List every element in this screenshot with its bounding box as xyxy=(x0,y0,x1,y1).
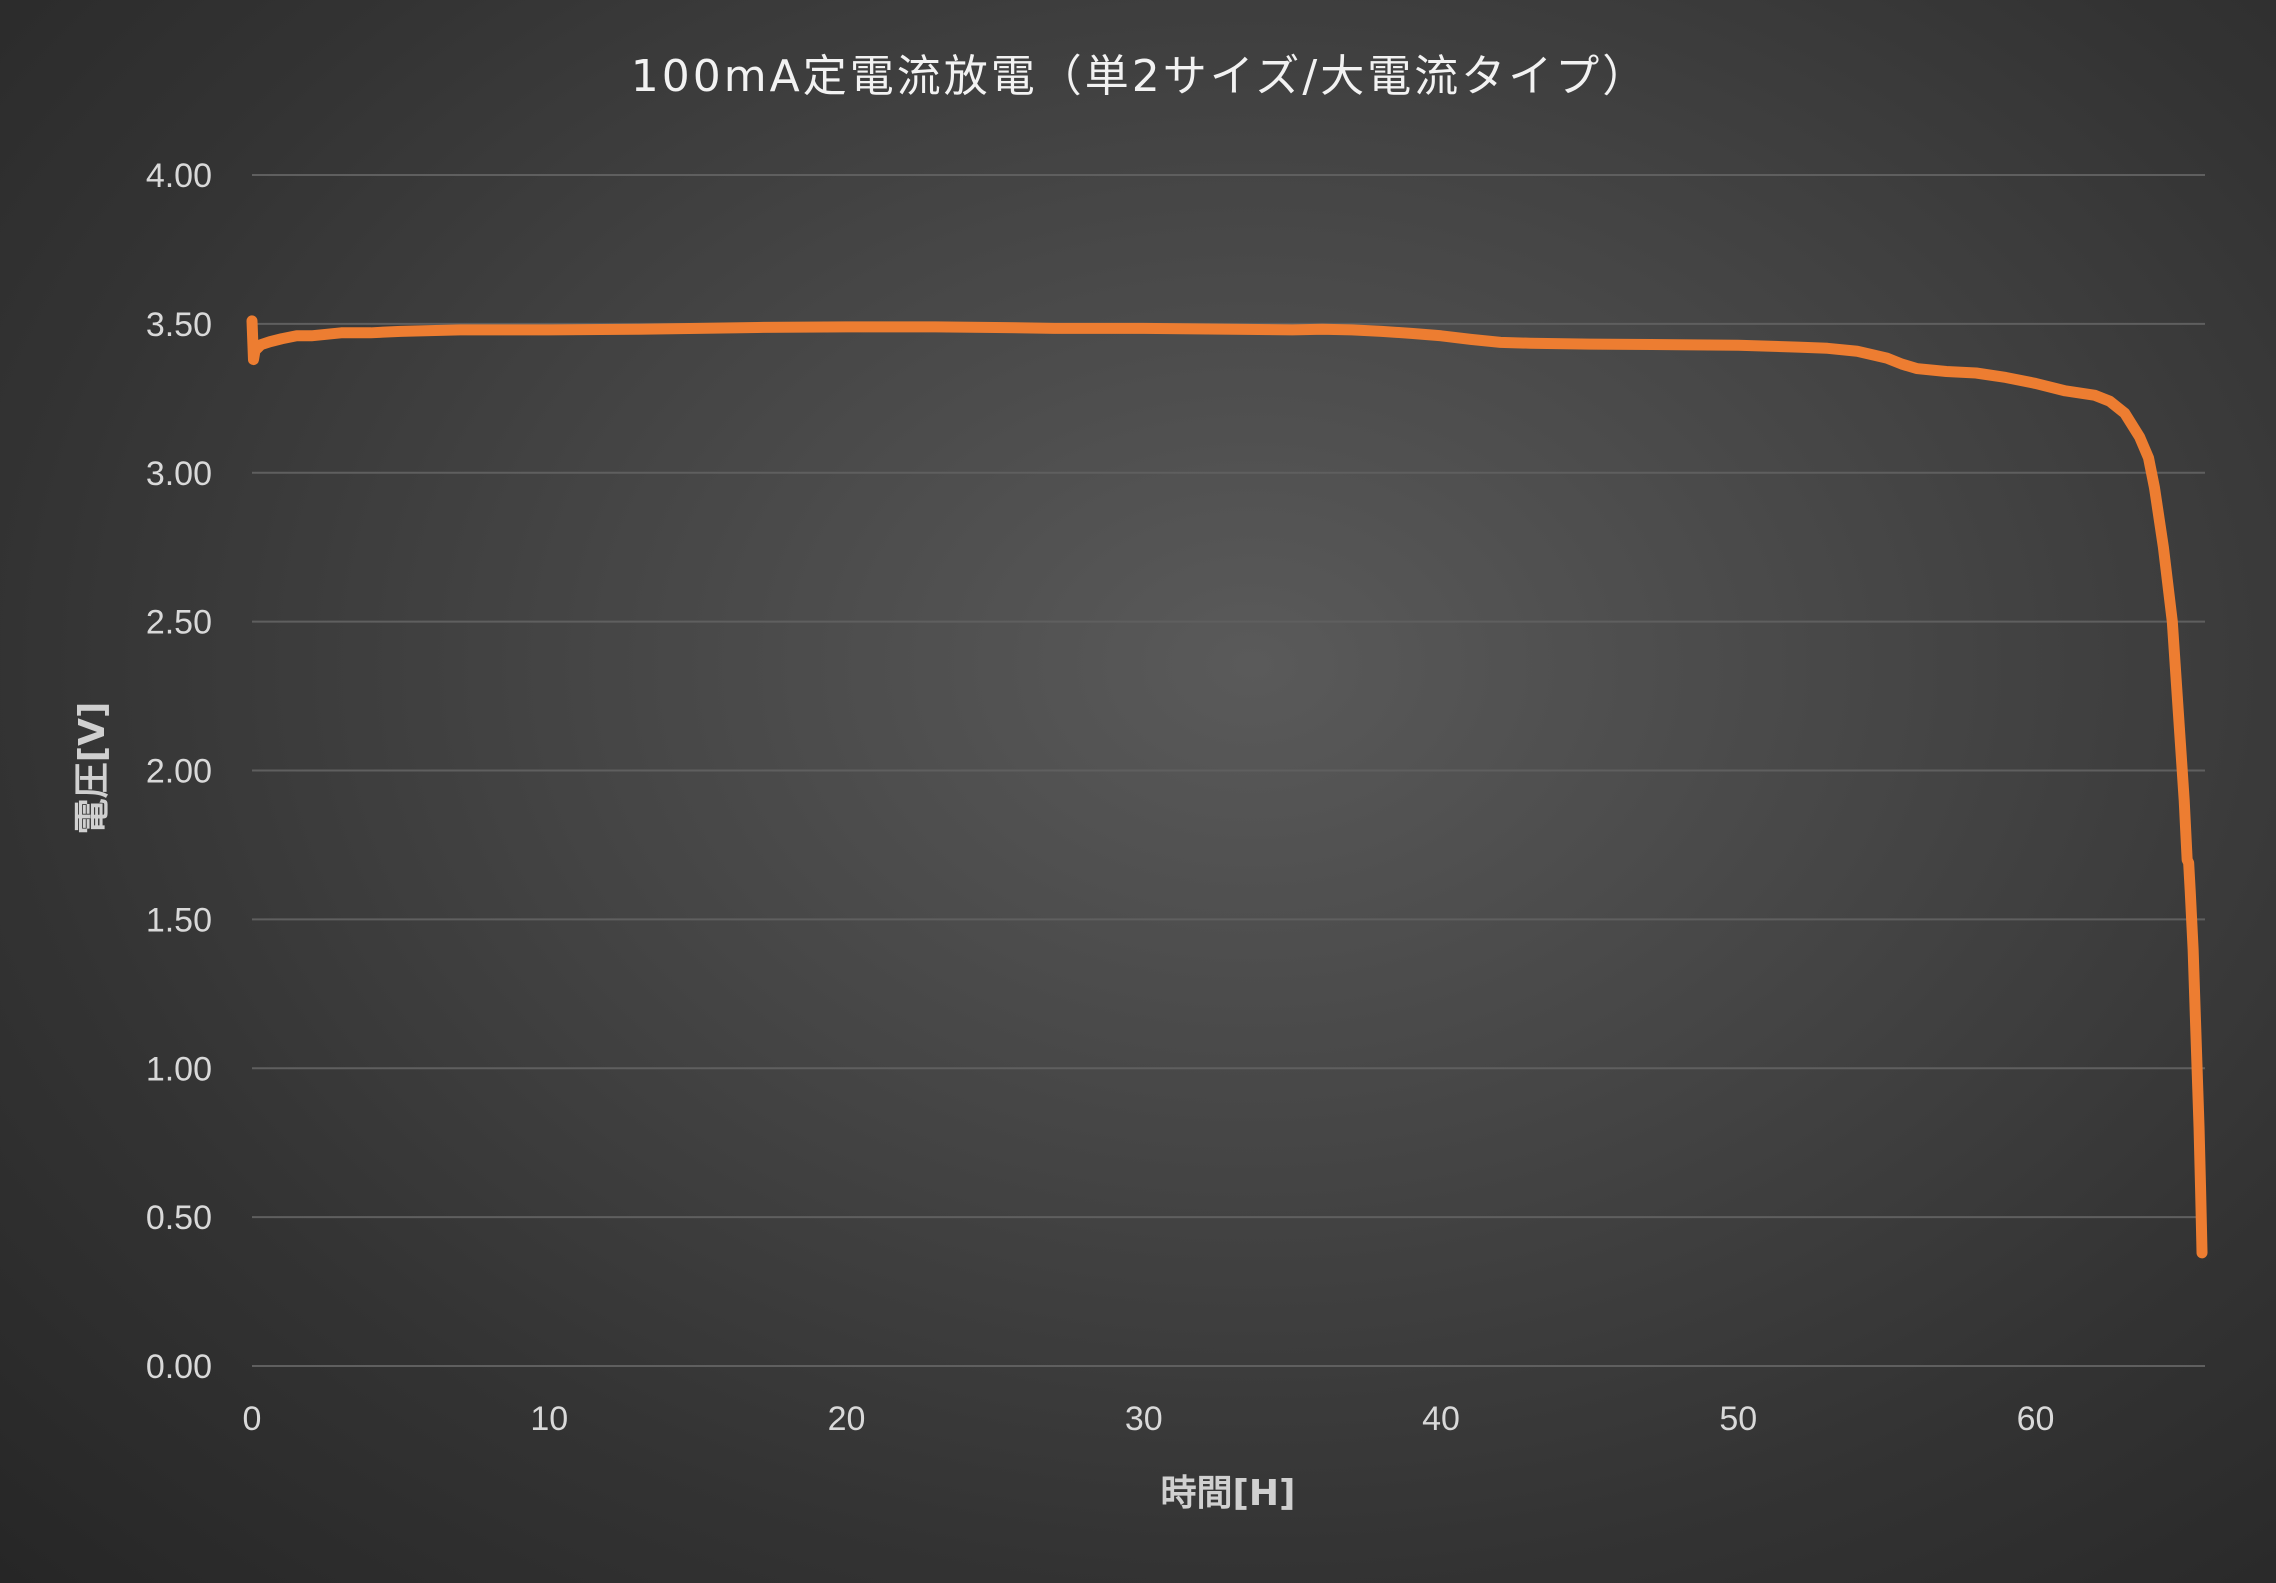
gridlines xyxy=(252,174,2205,1367)
series-line xyxy=(246,315,2208,1259)
y-tick-label: 4.00 xyxy=(146,157,212,195)
y-tick-label: 1.00 xyxy=(146,1050,212,1088)
y-tick-label: 2.00 xyxy=(146,753,212,791)
y-tick-label: 3.00 xyxy=(146,455,212,493)
x-tick-label: 50 xyxy=(1719,1400,1757,1438)
y-tick-label: 0.00 xyxy=(146,1348,212,1386)
chart-title: 100mA定電流放電（単2サイズ/大電流タイプ） xyxy=(631,51,1649,102)
x-tick-label: 40 xyxy=(1422,1400,1460,1438)
x-axis-label: 時間[H] xyxy=(1160,1473,1295,1514)
y-tick-label: 0.50 xyxy=(146,1199,212,1237)
y-axis-label: 電圧[V] xyxy=(72,702,113,835)
x-tick-label: 20 xyxy=(828,1400,866,1438)
series-layer xyxy=(246,315,2208,1259)
x-tick-label: 0 xyxy=(243,1400,262,1438)
x-axis-ticks: 0 10 20 30 40 50 60 xyxy=(243,1400,2055,1438)
y-tick-label: 2.50 xyxy=(146,604,212,642)
y-tick-label: 1.50 xyxy=(146,901,212,939)
y-axis-ticks: 0.00 0.50 1.00 1.50 2.00 2.50 3.00 3.50 4.00 xyxy=(146,157,212,1386)
y-tick-label: 3.50 xyxy=(146,306,212,344)
x-tick-label: 30 xyxy=(1125,1400,1163,1438)
x-tick-label: 10 xyxy=(530,1400,568,1438)
x-tick-label: 60 xyxy=(2017,1400,2055,1438)
